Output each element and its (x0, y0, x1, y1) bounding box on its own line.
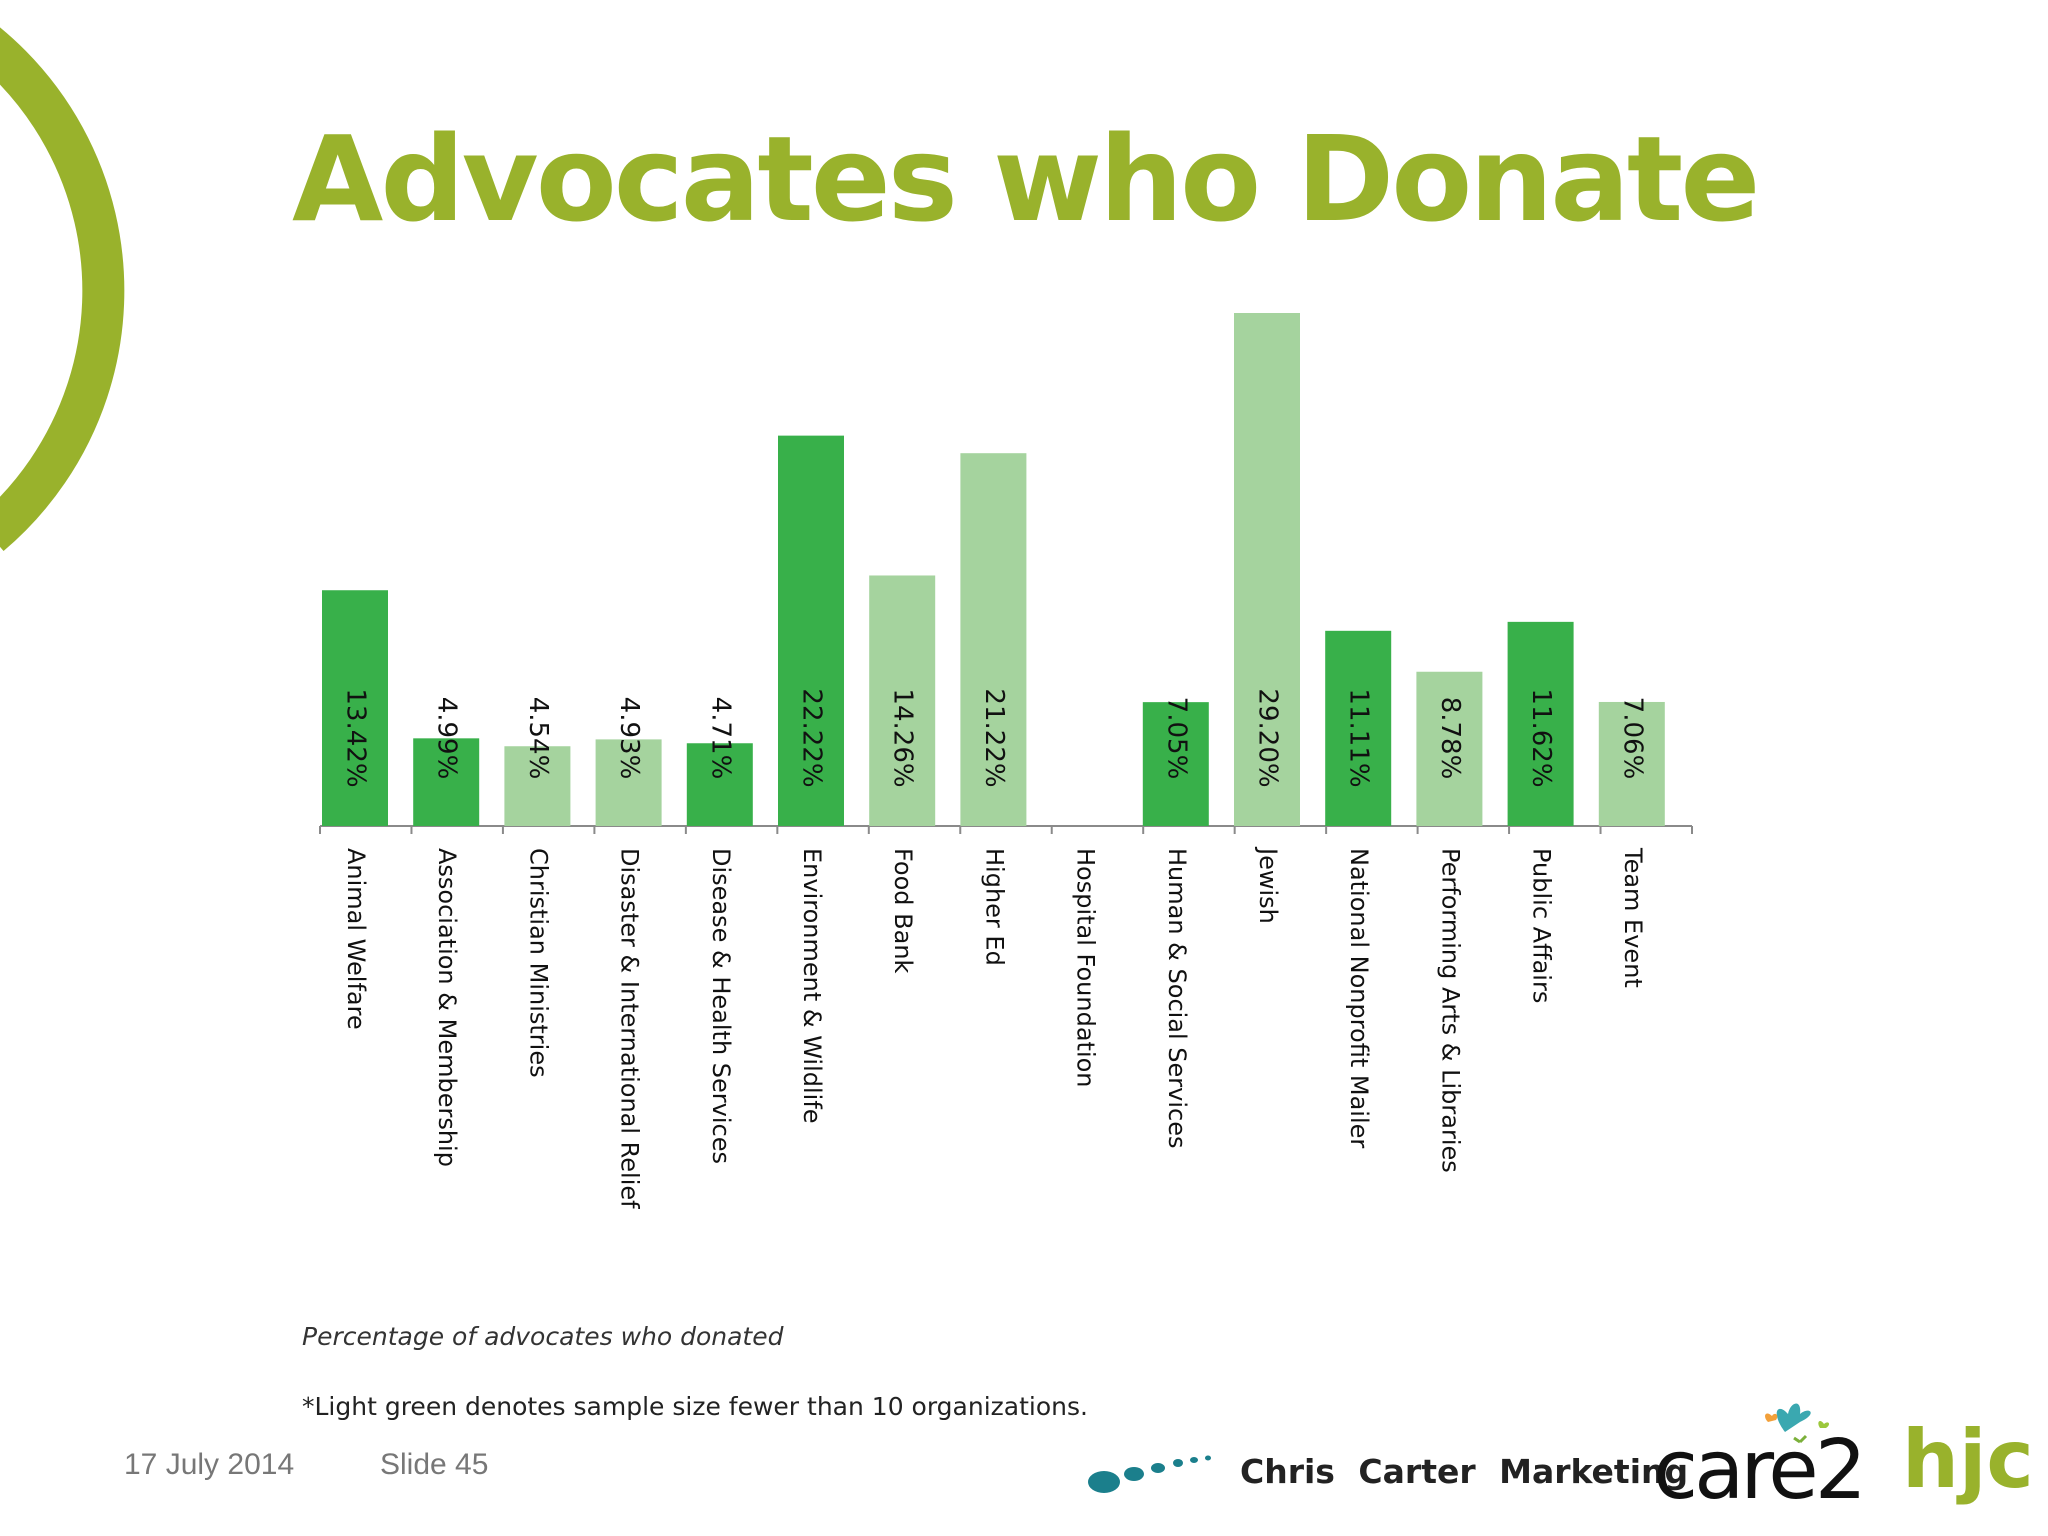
x-tick-label: Christian Ministries (524, 848, 552, 1078)
bar (869, 575, 936, 826)
x-tick-label: Performing Arts & Libraries (1436, 848, 1464, 1173)
bar-value-label: 4.54% (523, 697, 553, 780)
footer-slide-number: Slide 45 (380, 1448, 489, 1481)
bar-value-label: 11.11% (1344, 688, 1374, 787)
bar-chart: 13.42% Animal Welfare 4.99% Association & M… (319, 313, 1693, 1209)
x-tick-label: National Nonprofit Mailer (1345, 848, 1373, 1148)
bar (413, 738, 480, 826)
ccm-logo-text: Chris Carter Marketing (1240, 1452, 1689, 1491)
bar-value-label: 4.71% (705, 697, 735, 780)
bar (1416, 671, 1483, 826)
bar-value-label: 22.22% (797, 688, 827, 787)
bar-value-label: 7.06% (1617, 697, 1647, 780)
chart-footnote: *Light green denotes sample size fewer t… (302, 1392, 1088, 1421)
bar (778, 435, 844, 826)
bar-value-label: 21.22% (979, 688, 1009, 787)
chris-carter-marketing-logo: Chris Carter Marketing (1082, 1436, 1688, 1516)
x-tick-label: Hospital Foundation (1072, 848, 1100, 1088)
bar (1142, 702, 1209, 826)
x-tick-label: Animal Welfare (342, 848, 370, 1030)
bar (595, 739, 662, 826)
x-tick-label: Environment & Wildlife (798, 848, 826, 1124)
chart-caption: Percentage of advocates who donated (302, 1322, 784, 1351)
x-tick-label: Jewish (1254, 846, 1282, 924)
care2-logo-text: care2 (1653, 1423, 1867, 1518)
hjc-logo: hjc (1902, 1413, 2034, 1506)
bar-value-label: 13.42% (341, 688, 371, 787)
bar-value-label: 14.26% (888, 688, 918, 787)
bar (504, 746, 571, 826)
x-tick-label: Higher Ed (980, 848, 1008, 966)
slide-title: Advocates who Donate (292, 110, 1760, 248)
bar-value-label: 4.99% (432, 697, 462, 780)
bar (1234, 313, 1300, 826)
x-tick-label: Disease & Health Services (707, 848, 735, 1164)
bar (686, 743, 753, 826)
x-tick-label: Disaster & International Relief (616, 848, 644, 1209)
x-tick-label: Human & Social Services (1163, 848, 1191, 1149)
x-tick-label: Food Bank (889, 848, 917, 974)
footer-date: 17 July 2014 (124, 1448, 295, 1481)
bar (322, 590, 388, 826)
bar (1507, 621, 1574, 826)
x-tick-label: Association & Membership (433, 848, 461, 1167)
x-tick-label: Public Affairs (1528, 848, 1556, 1003)
dots-logo-icon (1088, 1455, 1211, 1493)
bar-value-label: 4.93% (614, 697, 644, 780)
decorative-arc (0, 27, 125, 552)
bar-value-label: 7.05% (1161, 697, 1191, 780)
bar-value-label: 29.20% (1253, 688, 1283, 787)
bar (960, 453, 1027, 826)
bar-value-label: 8.78% (1435, 697, 1465, 780)
bar-value-label: 11.62% (1526, 688, 1556, 787)
care2-logo: care2 (1650, 1392, 1870, 1522)
bar (1325, 630, 1392, 826)
bar (1598, 701, 1665, 826)
butterfly-icon (1765, 1403, 1830, 1444)
x-tick-label: Team Event (1619, 847, 1647, 988)
